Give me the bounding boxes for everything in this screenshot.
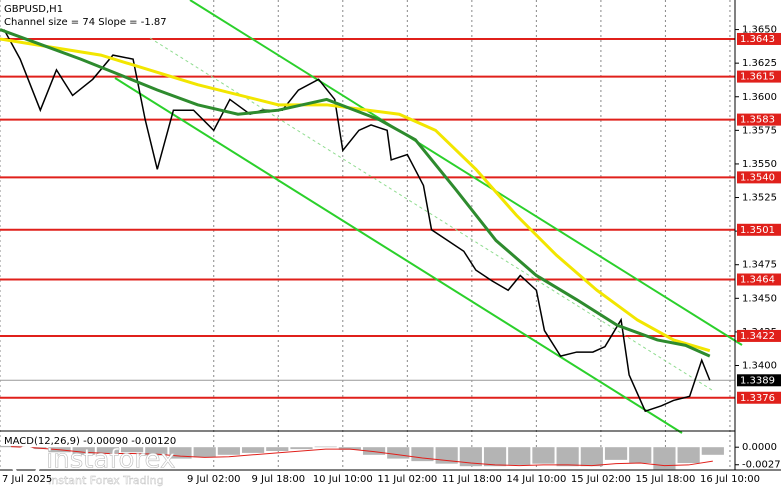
level-label: 1.3376 bbox=[740, 393, 775, 404]
y-tick-label: 1.3650 bbox=[742, 25, 777, 36]
macd-bar bbox=[701, 447, 724, 455]
x-tick-label: 15 Jul 18:00 bbox=[635, 474, 695, 485]
level-label-box bbox=[737, 32, 781, 45]
chart-subtitle: Channel size = 74 Slope = -1.87 bbox=[4, 17, 167, 28]
macd-bar bbox=[72, 447, 95, 455]
macd-bar bbox=[217, 447, 240, 455]
x-tick-label: 14 Jul 10:00 bbox=[506, 474, 566, 485]
macd-signal bbox=[11, 446, 713, 467]
brand-name: instaforex bbox=[46, 445, 175, 475]
macd-bar bbox=[604, 447, 628, 460]
macd-bar bbox=[96, 447, 119, 454]
level-label: 1.3583 bbox=[740, 115, 775, 126]
chart-title: GBPUSD,H1 bbox=[4, 4, 63, 15]
macd-bar bbox=[266, 447, 289, 451]
y-tick-label: 1.3625 bbox=[742, 58, 777, 69]
channel-lower bbox=[114, 77, 683, 434]
macd-bar bbox=[0, 445, 23, 448]
x-tick-label: 16 Jul 10:00 bbox=[700, 474, 760, 485]
macd-bar bbox=[483, 447, 507, 467]
macd-bar bbox=[193, 447, 216, 458]
series-line bbox=[0, 28, 711, 358]
macd-bar bbox=[241, 447, 265, 453]
y-tick-label: 1.3575 bbox=[742, 125, 777, 136]
level-label-box bbox=[737, 223, 781, 236]
level-label-box bbox=[737, 273, 781, 286]
x-tick-label: 11 Jul 02:00 bbox=[377, 474, 437, 485]
macd-bar bbox=[338, 447, 361, 450]
level-label-box bbox=[737, 171, 781, 184]
macd-y-tick-label: 0.0000 bbox=[742, 442, 777, 453]
x-tick-label: 11 Jul 18:00 bbox=[442, 474, 502, 485]
brand-tagline: Instant Forex Trading bbox=[48, 474, 164, 487]
macd-bar bbox=[653, 447, 676, 470]
y-tick-label: 1.3475 bbox=[742, 260, 777, 271]
x-tick-label: 9 Jul 18:00 bbox=[251, 474, 305, 485]
level-label: 1.3501 bbox=[740, 225, 775, 236]
y-tick-label: 1.3550 bbox=[742, 159, 777, 170]
macd-bar bbox=[145, 447, 168, 456]
macd-bar bbox=[169, 447, 192, 459]
macd-bar bbox=[556, 447, 579, 467]
macd-bar bbox=[629, 447, 652, 464]
level-label-box bbox=[737, 70, 781, 83]
level-label: 1.3464 bbox=[740, 275, 775, 286]
channel-upper bbox=[189, 0, 743, 346]
y-tick-label: 1.3525 bbox=[742, 193, 777, 204]
macd-bar bbox=[362, 447, 386, 455]
level-label: 1.3422 bbox=[740, 331, 775, 342]
plot bbox=[0, 28, 724, 470]
level-label-box bbox=[737, 391, 781, 404]
level-label: 1.3643 bbox=[740, 34, 775, 45]
brand-logo: instaforex Instant Forex Trading bbox=[10, 444, 176, 487]
level-label: 1.3540 bbox=[740, 172, 775, 183]
logo-ring bbox=[10, 446, 42, 478]
last-price-label: 1.3389 bbox=[740, 375, 775, 386]
y-tick-label: 1.3400 bbox=[742, 361, 777, 372]
macd-bar bbox=[387, 447, 410, 459]
y-tick-label: 1.3450 bbox=[742, 293, 777, 304]
y-tick-label: 1.3600 bbox=[742, 92, 777, 103]
macd-bar bbox=[459, 447, 482, 467]
last-price-box bbox=[737, 374, 781, 387]
level-label-box bbox=[737, 329, 781, 342]
series-line bbox=[0, 37, 711, 353]
macd-bar bbox=[677, 447, 700, 464]
macd-bar bbox=[532, 447, 555, 464]
level-label-box bbox=[737, 113, 781, 126]
x-tick-label: 15 Jul 02:00 bbox=[571, 474, 631, 485]
x-tick-label: 7 Jul 2025 bbox=[2, 474, 52, 485]
macd-bar bbox=[508, 447, 531, 465]
x-tick-label: 9 Jul 02:00 bbox=[187, 474, 241, 485]
macd-y-tick-label: -0.00277 bbox=[742, 460, 781, 471]
macd-title: MACD(12,26,9) -0.00090 -0.00120 bbox=[4, 436, 176, 447]
level-label: 1.3615 bbox=[740, 72, 775, 83]
macd-bar bbox=[290, 447, 313, 450]
macd-bar bbox=[120, 447, 144, 453]
macd-bar bbox=[314, 446, 337, 448]
series-line bbox=[3, 29, 711, 413]
macd-bar bbox=[580, 447, 603, 467]
x-tick-label: 10 Jul 10:00 bbox=[313, 474, 373, 485]
